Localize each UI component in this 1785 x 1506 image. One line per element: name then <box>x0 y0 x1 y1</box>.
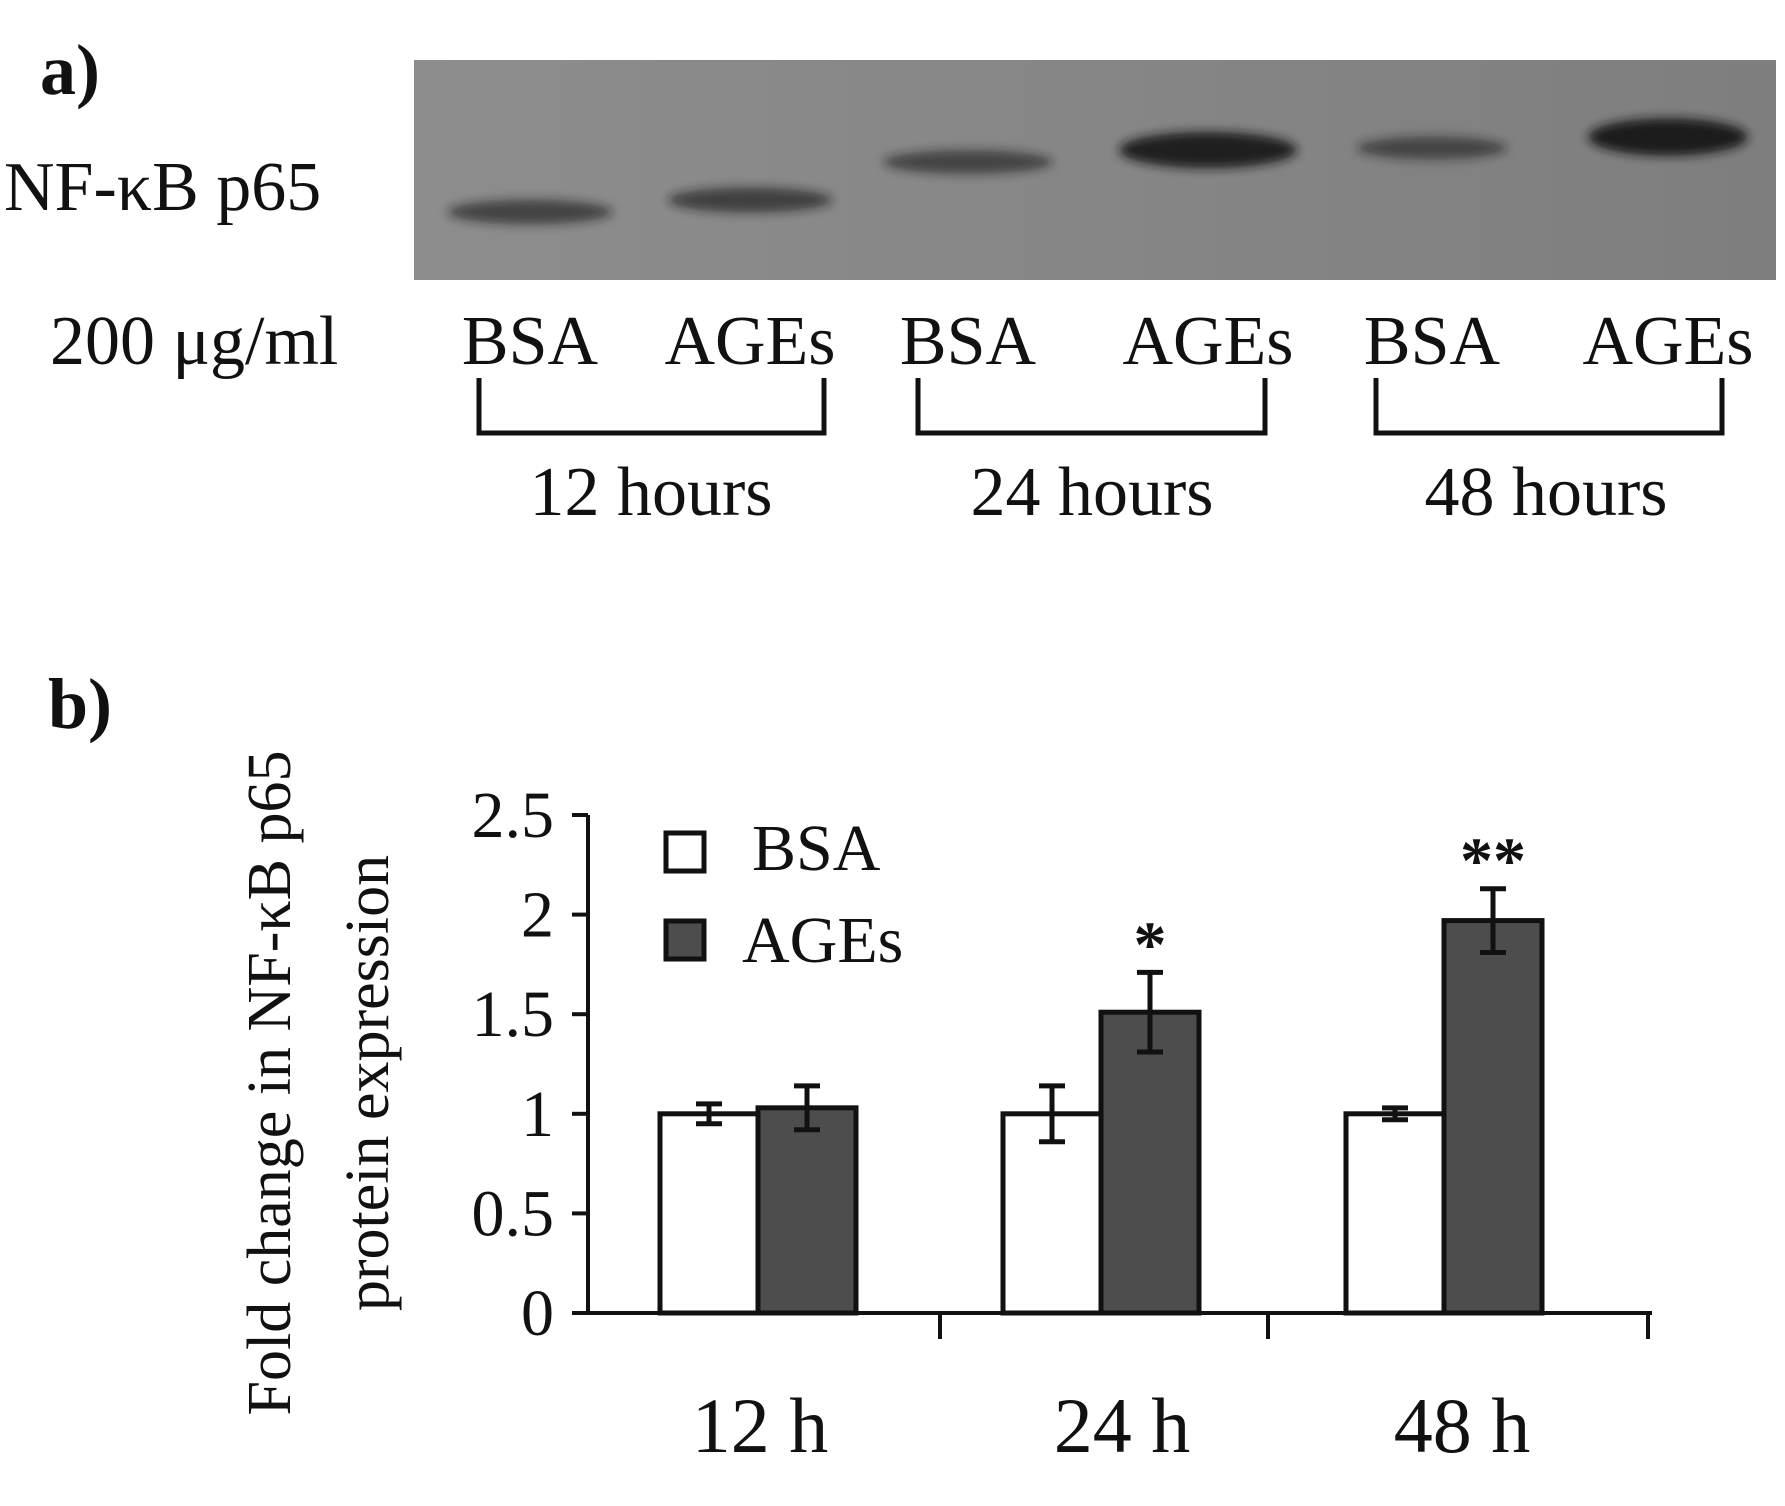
bar-bsa-24h <box>1000 1111 1104 1316</box>
y-axis-title-line2: protein expression <box>334 855 402 1311</box>
panel-b-label: b) <box>48 664 112 744</box>
y-axis-ticks: 0 0.5 1 1.5 2 2.5 <box>472 779 588 1350</box>
blot-image <box>414 60 1776 280</box>
protein-label: NF-κB p65 <box>4 149 321 226</box>
lane-label-bsa-48h: BSA <box>1364 303 1501 380</box>
lane-label-ages-24h: AGEs <box>1122 303 1293 380</box>
y-tick-label: 2.5 <box>472 779 555 852</box>
significance-marker: ** <box>1460 825 1526 898</box>
y-tick-label: 2 <box>521 879 554 952</box>
bar-ages-24h <box>1098 1009 1202 1316</box>
band-ages-3 <box>1119 131 1297 169</box>
lane-label-bsa-24h: BSA <box>900 303 1037 380</box>
bar-bsa-48h <box>1343 1111 1447 1316</box>
x-category-label: 12 h <box>692 1382 829 1469</box>
band-ages-5 <box>1588 118 1748 156</box>
dose-label: 200 μg/ml <box>50 303 338 380</box>
y-tick-label: 1 <box>521 1078 554 1151</box>
legend-label-bsa: BSA <box>752 812 881 885</box>
group-label-24h: 24 hours <box>970 454 1213 531</box>
panel-a: a) NF-κB p65 200 μg/ml BSA AGEs BSA AGEs… <box>4 30 1776 531</box>
blot-bands <box>447 118 1748 225</box>
y-tick-label: 0 <box>521 1277 554 1350</box>
group-label-12h: 12 hours <box>529 454 772 531</box>
significance-marker: * <box>1134 908 1167 981</box>
bar-ages-12h <box>755 1105 859 1316</box>
legend-label-ages: AGEs <box>742 904 903 977</box>
legend-swatch-ages <box>663 918 707 962</box>
y-tick-label: 0.5 <box>472 1177 555 1250</box>
band-bsa-2 <box>883 150 1053 174</box>
bars: *** <box>657 825 1545 1316</box>
x-category-label: 48 h <box>1394 1382 1531 1469</box>
lane-label-ages-12h: AGEs <box>664 303 835 380</box>
bar-ages-48h <box>1441 918 1545 1316</box>
panel-a-label: a) <box>40 30 100 110</box>
band-bsa-0 <box>447 199 613 225</box>
y-axis-title-line1: Fold change in NF-κB p65 <box>236 751 304 1416</box>
bracket-48h <box>1373 378 1725 436</box>
bracket-12h <box>476 378 827 436</box>
band-bsa-4 <box>1357 136 1507 160</box>
x-axis-ticks: 12 h 24 h 48 h <box>692 1313 1650 1469</box>
bracket-24h <box>915 378 1268 436</box>
y-tick-label: 1.5 <box>472 978 555 1051</box>
group-label-48h: 48 hours <box>1424 454 1667 531</box>
band-ages-1 <box>667 187 833 213</box>
x-category-label: 24 h <box>1054 1382 1191 1469</box>
legend-swatch-bsa <box>663 830 707 874</box>
legend: BSA AGEs <box>663 812 903 977</box>
lane-label-bsa-12h: BSA <box>462 303 599 380</box>
bar-bsa-12h <box>657 1111 761 1316</box>
panel-b: b) Fold change in NF-κB p65 protein expr… <box>48 664 1652 1469</box>
lane-label-ages-48h: AGEs <box>1582 303 1753 380</box>
